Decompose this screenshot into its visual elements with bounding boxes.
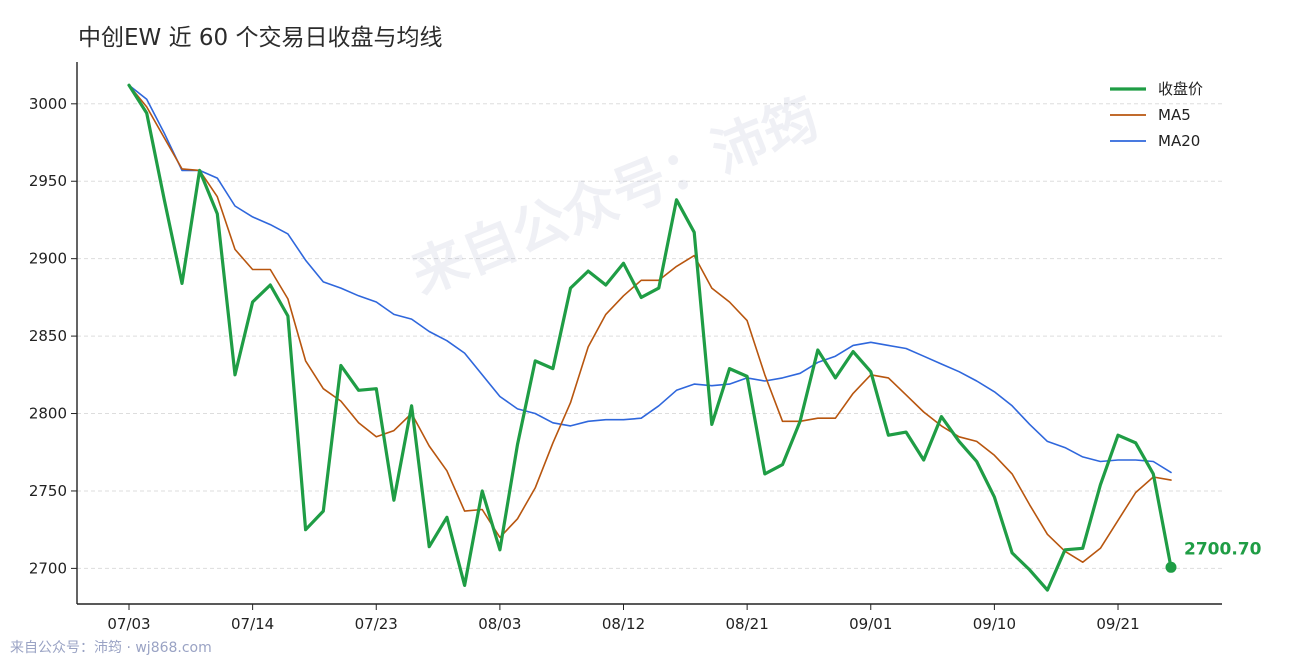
close-price-line <box>127 83 1173 592</box>
legend: 收盘价 MA5 MA20 <box>1110 80 1203 150</box>
x-tick-label: 07/23 <box>355 615 398 633</box>
last-close-point <box>1165 561 1177 573</box>
chart-title: 中创EW 近 60 个交易日收盘与均线 <box>78 25 443 51</box>
footer-credit: 来自公众号：沛筠 · wj868.com <box>10 640 212 656</box>
y-tick-label: 2700 <box>29 559 67 577</box>
x-tick-label: 08/21 <box>726 615 769 633</box>
legend-label: MA20 <box>1158 132 1200 150</box>
x-tick-label: 08/12 <box>602 615 645 633</box>
last-close-label: 2700.70 <box>1184 539 1262 559</box>
y-tick-label: 2900 <box>29 250 67 268</box>
y-tick-label: 3000 <box>29 95 67 113</box>
legend-label: 收盘价 <box>1158 80 1203 98</box>
y-tick-label: 2800 <box>29 405 67 423</box>
x-tick-label: 07/03 <box>107 615 150 633</box>
y-tick-label: 2950 <box>29 172 67 190</box>
x-tick-label: 08/03 <box>478 615 521 633</box>
ma20-line <box>128 84 1172 474</box>
x-tick-label: 09/10 <box>973 615 1016 633</box>
y-tick-label: 2850 <box>29 327 67 345</box>
x-tick-label: 07/14 <box>231 615 274 633</box>
series-lines: 2700.70 <box>127 83 1262 592</box>
axes: 2700 2750 2800 2850 2900 2950 3000 07/03 07/14 07… <box>29 62 1222 633</box>
ma5-line <box>128 84 1172 564</box>
x-tick-label: 09/01 <box>849 615 892 633</box>
legend-label: MA5 <box>1158 106 1191 124</box>
x-tick-label: 09/21 <box>1096 615 1139 633</box>
grid-lines <box>77 103 1222 569</box>
y-tick-label: 2750 <box>29 482 67 500</box>
